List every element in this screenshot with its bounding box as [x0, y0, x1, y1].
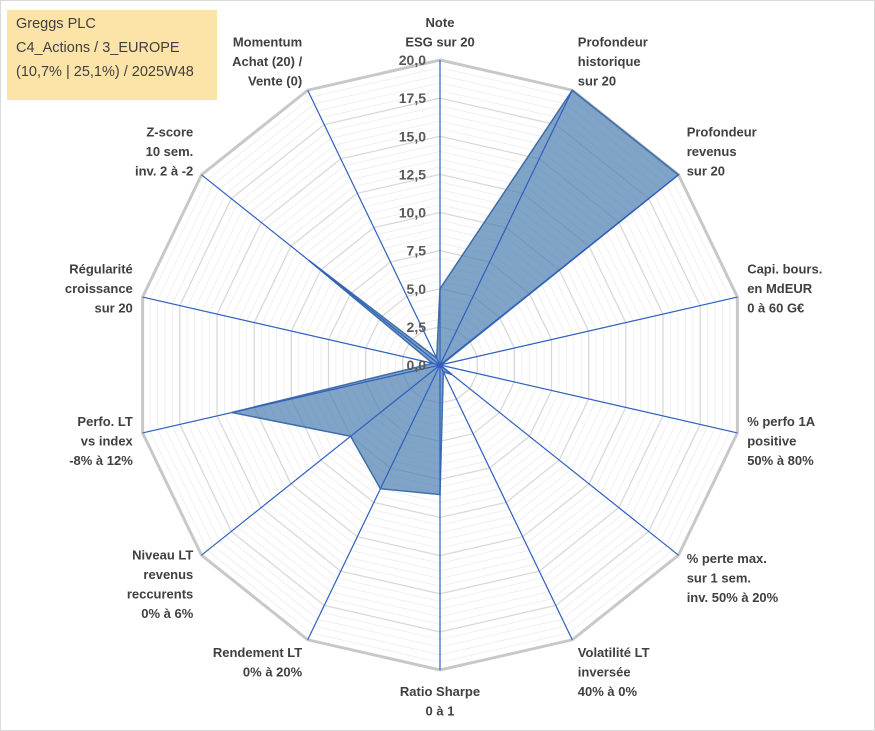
axis-label: Perfo. LT vs index -8% à 12% [69, 414, 133, 468]
axis-spoke [307, 89, 441, 366]
axis-spoke [439, 364, 738, 434]
axis-label: Z-score 10 sem. inv. 2 à -2 [135, 124, 193, 178]
axis-spoke [439, 364, 573, 641]
axis-label: Ratio Sharpe 0 à 1 [400, 684, 480, 719]
tick-label: 20,0 [399, 52, 426, 68]
axis-spoke [201, 174, 441, 366]
company-name: Greggs PLC [16, 16, 96, 32]
category-label: C4_Actions / 3_EUROPE [16, 40, 180, 56]
axis-spoke [201, 364, 441, 556]
axis-spoke [307, 364, 441, 641]
axis-label: Régularité croissance sur 20 [65, 262, 133, 316]
axis-label: Momentum Achat (20) / Vente (0) [232, 35, 302, 89]
axis-label: Profondeur historique sur 20 [578, 35, 648, 89]
axis-spoke [439, 89, 573, 366]
tick-label: 0,0 [407, 357, 427, 373]
axis-label: Niveau LT revenus reccurents 0% à 6% [127, 548, 194, 622]
axis-spoke [439, 174, 679, 366]
axis-spoke [142, 364, 441, 434]
axis-label: Capi. bours. en MdEUR 0 à 60 G€ [747, 262, 822, 316]
axis-spoke [142, 296, 441, 366]
score-details: (10,7% | 25,1%) / 2025W48 [16, 64, 194, 80]
tick-label: 5,0 [407, 281, 427, 297]
tick-label: 12,5 [399, 166, 426, 182]
axis-label: % perte max. sur 1 sem. inv. 50% à 20% [687, 551, 779, 605]
axis-label: Note ESG sur 20 [405, 15, 474, 50]
axis-spoke [439, 364, 679, 556]
axis-label: Profondeur revenus sur 20 [687, 124, 757, 178]
tick-label: 7,5 [407, 243, 427, 259]
tick-label: 2,5 [407, 319, 427, 335]
tick-label: 17,5 [399, 90, 426, 106]
title-box: Greggs PLC C4_Actions / 3_EUROPE (10,7% … [7, 10, 217, 100]
axis-label: Rendement LT 0% à 20% [213, 645, 303, 680]
tick-label: 15,0 [399, 128, 426, 144]
axis-spoke [439, 296, 738, 366]
tick-label: 10,0 [399, 205, 426, 221]
axis-label: % perfo 1A positive 50% à 80% [747, 414, 816, 468]
axis-label: Volatilité LT inversée 40% à 0% [578, 645, 650, 699]
